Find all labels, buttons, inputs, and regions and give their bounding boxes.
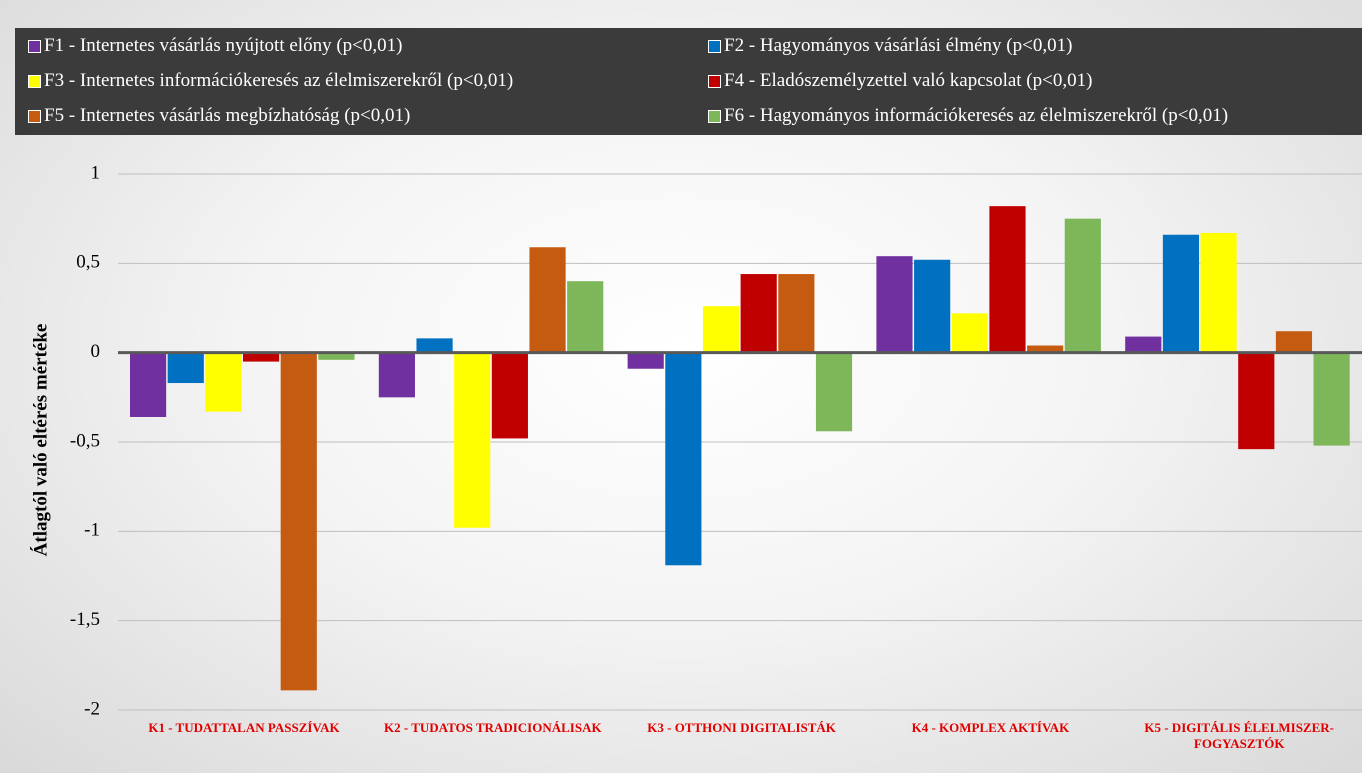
bar xyxy=(1064,218,1101,353)
bar xyxy=(1125,336,1162,353)
legend-label: F4 - Eladószemélyzettel való kapcsolat (… xyxy=(724,70,1093,91)
bar xyxy=(130,352,167,417)
bar xyxy=(876,256,913,353)
legend-swatch xyxy=(708,74,721,88)
legend-item: F4 - Eladószemélyzettel való kapcsolat (… xyxy=(708,70,1092,92)
legend-label: F3 - Internetes információkeresés az éle… xyxy=(44,70,514,91)
x-tick-label: K4 - KOMPLEX AKTÍVAK xyxy=(911,720,1070,735)
bar xyxy=(280,352,317,691)
bar xyxy=(627,352,664,369)
y-tick-label: 0 xyxy=(91,341,101,362)
bar xyxy=(951,313,988,353)
legend-label: F2 - Hagyományos vásárlási élmény (p<0,0… xyxy=(724,35,1073,56)
bar xyxy=(665,352,702,566)
y-tick-label: 0,5 xyxy=(76,252,100,273)
bar xyxy=(205,352,242,412)
x-tick-label: K2 - TUDATOS TRADICIONÁLISAK xyxy=(384,720,602,735)
legend-label: F6 - Hagyományos információkeresés az él… xyxy=(724,105,1229,126)
legend-label: F1 - Internetes vásárlás nyújtott előny … xyxy=(44,35,403,56)
x-tick-label: K5 - DIGITÁLIS ÉLELMISZER-FOGYASZTÓK xyxy=(1144,720,1334,751)
bar xyxy=(914,259,951,353)
legend-swatch xyxy=(28,74,41,88)
y-axis-label: Átlagtól való eltérés mértéke xyxy=(29,324,51,557)
bar xyxy=(702,306,740,353)
legend-item: F1 - Internetes vásárlás nyújtott előny … xyxy=(28,35,402,57)
bar xyxy=(815,352,853,432)
legend-swatch xyxy=(708,39,721,53)
bar xyxy=(1200,232,1237,353)
bar xyxy=(416,338,453,353)
legend-label: F5 - Internetes vásárlás megbízhatóság (… xyxy=(44,105,411,126)
legend-item: F2 - Hagyományos vásárlási élmény (p<0,0… xyxy=(708,35,1072,57)
bar xyxy=(491,352,528,439)
y-tick-label: -2 xyxy=(84,698,100,719)
legend-swatch xyxy=(28,39,41,53)
x-tick-label: K1 - TUDATTALAN PASSZÍVAK xyxy=(148,720,340,735)
bar xyxy=(318,352,355,360)
bar xyxy=(778,274,815,353)
x-tick-label: K3 - OTTHONI DIGITALISTÁK xyxy=(647,720,836,735)
legend-item: F3 - Internetes információkeresés az éle… xyxy=(28,70,513,92)
bar xyxy=(1313,352,1350,446)
y-tick-label: -1,5 xyxy=(70,609,100,630)
bar xyxy=(740,274,777,353)
legend-item: F5 - Internetes vásárlás megbízhatóság (… xyxy=(28,105,410,127)
y-tick-label: -0,5 xyxy=(70,430,100,451)
y-tick-label: -1 xyxy=(84,520,100,541)
bar xyxy=(529,247,566,353)
bar xyxy=(1275,331,1313,353)
bar xyxy=(378,352,415,398)
bar xyxy=(243,352,280,362)
bar xyxy=(989,206,1026,353)
legend-swatch xyxy=(28,109,41,123)
legend: F1 - Internetes vásárlás nyújtott előny … xyxy=(15,28,1362,135)
bar xyxy=(1027,345,1064,353)
bar xyxy=(1162,234,1200,353)
legend-swatch xyxy=(708,109,721,123)
bar xyxy=(567,281,604,353)
bar xyxy=(454,352,491,528)
legend-item: F6 - Hagyományos információkeresés az él… xyxy=(708,105,1228,127)
y-tick-label: 1 xyxy=(91,162,101,183)
bar xyxy=(1238,352,1275,450)
bar xyxy=(167,352,204,384)
